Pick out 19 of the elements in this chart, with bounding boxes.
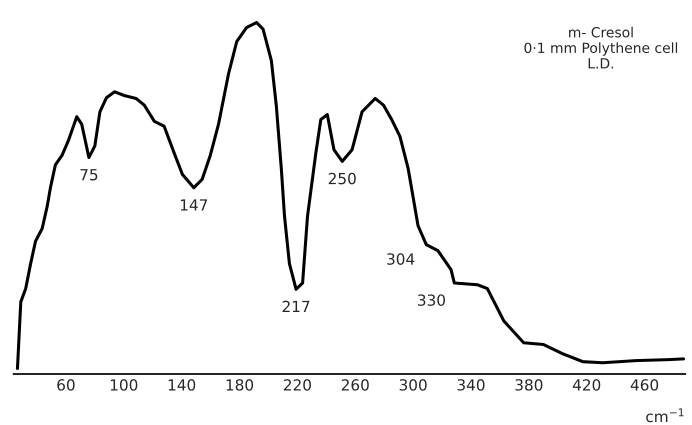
x-axis-title: cm$^{−1}$ [646,408,684,422]
x-tick-label: 420 [572,379,600,391]
x-tick-label: 180 [226,379,254,391]
annotation: 304 [387,253,414,265]
x-tick-label: 100 [110,379,138,391]
x-tick-label: 340 [458,379,485,391]
x-tick-label: 300 [400,379,427,391]
annotation: 75 [80,169,98,180]
annotation: m- Cresol 0·1 mm Polythene cell L.D. [524,26,678,68]
x-tick-label: 260 [342,379,369,391]
x-tick-label: 380 [515,379,542,391]
x-tick-label: 460 [630,379,658,391]
x-tick-label: 220 [284,379,311,391]
annotation: 147 [180,199,208,210]
annotation: 250 [328,172,356,184]
x-tick-label: 60 [57,379,75,391]
annotation: 217 [282,300,310,312]
x-tick-label: 140 [168,379,196,391]
annotation: 330 [418,294,445,306]
